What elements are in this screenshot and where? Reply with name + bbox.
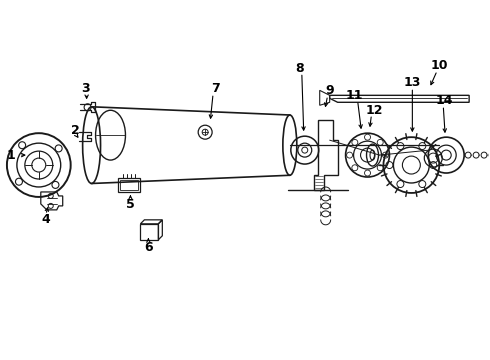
Text: 3: 3 [81, 82, 90, 95]
Bar [121, 180, 138, 190]
Text: 4: 4 [41, 213, 50, 226]
Text: 11: 11 [346, 89, 363, 102]
Text: 14: 14 [436, 94, 453, 107]
Text: 12: 12 [366, 104, 383, 117]
Text: 13: 13 [404, 76, 421, 89]
Text: 10: 10 [431, 59, 448, 72]
Bar [141, 224, 158, 240]
Bar [119, 178, 141, 192]
Text: 1: 1 [6, 149, 15, 162]
Text: 9: 9 [325, 84, 334, 97]
Text: 2: 2 [71, 124, 80, 137]
Text: 8: 8 [295, 62, 304, 75]
Text: 5: 5 [126, 198, 135, 211]
Text: 6: 6 [144, 241, 153, 254]
Text: 7: 7 [211, 82, 220, 95]
